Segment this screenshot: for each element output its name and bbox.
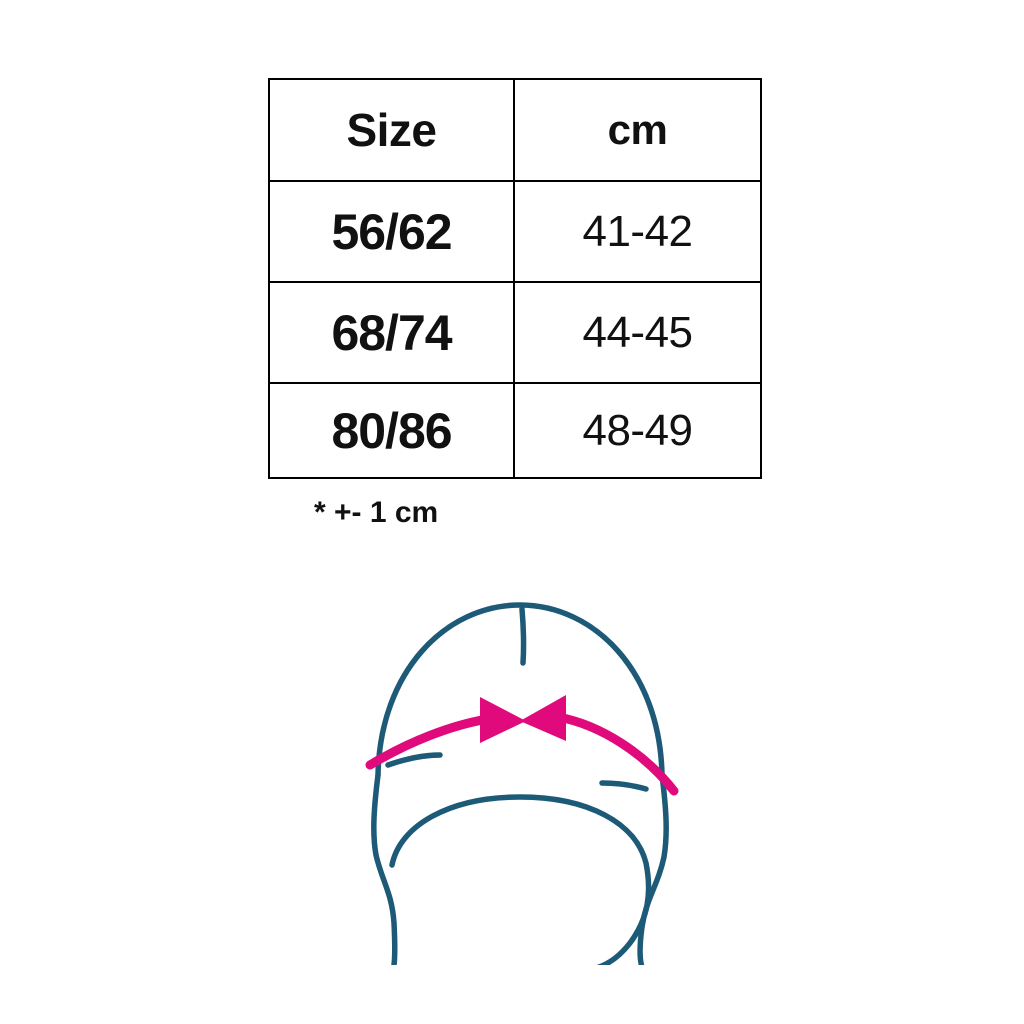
cell-cm-0: 41-42 bbox=[513, 180, 762, 283]
hat-band-left-edge bbox=[371, 772, 398, 965]
knit-hat-illustration bbox=[330, 575, 710, 965]
arrow-shaft-right bbox=[553, 712, 679, 796]
size-chart-table: Size cm 56/62 41-42 68/74 44-45 80/86 48… bbox=[268, 78, 762, 479]
hat-stitch-detail-left bbox=[385, 752, 443, 768]
hat-crown-arc bbox=[375, 602, 665, 778]
column-header-size: Size bbox=[268, 78, 515, 182]
table-row: 56/62 41-42 bbox=[268, 180, 762, 283]
hat-apex-seam bbox=[519, 606, 527, 666]
tolerance-footnote: * +- 1 cm bbox=[314, 496, 439, 529]
column-header-cm: cm bbox=[513, 78, 762, 182]
hat-outline-group bbox=[371, 602, 669, 965]
arrow-head-right-pointing bbox=[480, 697, 526, 743]
arrow-shaft-left bbox=[365, 714, 493, 770]
hat-band-right-edge bbox=[637, 772, 669, 965]
cell-size-2: 80/86 bbox=[268, 382, 515, 479]
head-circumference-arrow bbox=[365, 695, 679, 796]
table-row: 80/86 48-49 bbox=[268, 382, 762, 479]
hat-brim-arc bbox=[389, 794, 652, 965]
table-header-row: Size cm bbox=[268, 78, 762, 182]
cell-cm-1: 44-45 bbox=[513, 281, 762, 384]
table-row: 68/74 44-45 bbox=[268, 281, 762, 384]
hat-diagram-svg bbox=[365, 602, 679, 965]
cell-cm-2: 48-49 bbox=[513, 382, 762, 479]
hat-stitch-detail-right bbox=[599, 780, 649, 792]
cell-size-0: 56/62 bbox=[268, 180, 515, 283]
arrow-head-left-pointing bbox=[520, 695, 566, 741]
cell-size-1: 68/74 bbox=[268, 281, 515, 384]
